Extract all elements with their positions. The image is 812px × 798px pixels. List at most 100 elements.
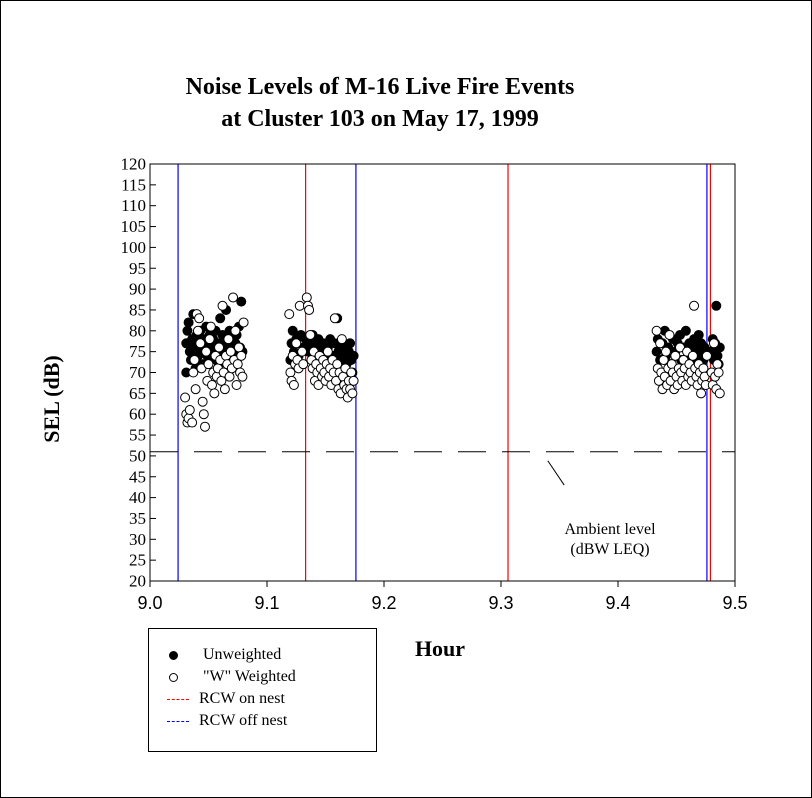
ambient-annotation-line-1: Ambient level [564,521,656,538]
point-unweighted-3 [183,317,194,328]
y-tick-label-110: 110 [121,196,146,215]
point-w-weighted-153 [713,367,724,378]
point-w-weighted-86 [329,313,340,324]
y-tick-label-30: 30 [129,530,146,549]
point-w-weighted-44 [232,359,243,370]
point-w-weighted-31 [217,300,228,311]
y-tick-label-80: 80 [129,321,146,340]
reference-lines [177,164,712,581]
point-unweighted-30 [215,313,226,324]
point-w-weighted-40 [228,292,239,303]
x-tick-label-9.5: 9.5 [722,593,747,613]
point-w-weighted-22 [207,380,218,391]
y-tick-label-50: 50 [129,446,146,465]
point-w-weighted-20 [204,334,215,345]
point-w-weighted-102 [348,375,359,386]
legend-label: RCW on nest [199,690,285,707]
point-w-weighted-103 [651,325,662,336]
point-unweighted-84 [651,346,662,357]
point-w-weighted-100 [346,367,357,378]
point-w-weighted-21 [205,321,216,332]
blue-dash-icon [167,720,189,722]
point-w-weighted-64 [304,304,315,315]
point-w-weighted-0 [180,392,191,403]
legend-label: "W" Weighted [203,668,296,685]
x-tick-label-9.2: 9.2 [371,593,396,613]
point-w-weighted-19 [203,359,214,370]
y-tick-label-105: 105 [121,217,147,236]
point-unweighted-116 [711,300,722,311]
point-w-weighted-62 [301,292,312,303]
y-tick-label-35: 35 [129,509,146,528]
point-w-weighted-109 [658,354,669,365]
point-w-weighted-152 [712,359,723,370]
y-tick-label-90: 90 [129,280,146,299]
point-w-weighted-135 [689,300,700,311]
point-w-weighted-4 [184,405,195,416]
point-w-weighted-80 [322,346,333,357]
y-axis-label: SEL (dB) [39,355,64,443]
point-w-weighted-146 [701,350,712,361]
x-tick-label-9.4: 9.4 [605,593,630,613]
legend-item-rcw-on-nest: RCW on nest [149,689,285,709]
point-w-weighted-141 [696,388,707,399]
y-tick-label-75: 75 [129,342,146,361]
ambient-annotation: Ambient level (dBW LEQ) [540,520,680,560]
point-w-weighted-143 [698,363,709,374]
x-tick-label-9.1: 9.1 [254,593,279,613]
legend-item-w-weighted: "W" Weighted [149,667,296,687]
y-tick-label-70: 70 [129,363,146,382]
ambient-annotation-line-2: (dBW LEQ) [570,541,650,558]
red-dash-icon [167,698,189,700]
y-tick-label-55: 55 [129,426,146,445]
point-w-weighted-30 [216,375,227,386]
point-w-weighted-17 [201,346,212,357]
point-w-weighted-88 [332,359,343,370]
point-w-weighted-65 [305,329,316,340]
point-unweighted-52 [287,325,298,336]
x-tick-label-9.3: 9.3 [488,593,513,613]
point-w-weighted-43 [231,380,242,391]
point-w-weighted-38 [225,346,236,357]
point-unweighted-105 [693,329,704,340]
point-w-weighted-10 [192,325,203,336]
chart-title-line-2: at Cluster 103 on May 17, 1999 [221,106,539,132]
point-w-weighted-60 [297,346,308,357]
point-w-weighted-15 [198,409,209,420]
point-w-weighted-24 [209,388,220,399]
point-w-weighted-45 [233,342,244,353]
point-w-weighted-114 [664,329,675,340]
point-w-weighted-106 [655,338,666,349]
point-w-weighted-61 [298,359,309,370]
point-w-weighted-119 [670,350,681,361]
point-unweighted-83 [348,350,359,361]
ambient-pointer [547,460,565,486]
chart-title-line-1: Noise Levels of M-16 Live Fire Events [185,74,575,100]
point-w-weighted-92 [336,334,347,345]
point-w-weighted-28 [214,342,225,353]
point-unweighted-117 [712,350,723,361]
y-tick-label-115: 115 [121,175,146,194]
point-w-weighted-49 [238,317,249,328]
point-w-weighted-48 [237,371,248,382]
point-w-weighted-54 [288,380,299,391]
y-tick-label-40: 40 [129,488,146,507]
y-tick-label-100: 100 [121,238,147,257]
point-w-weighted-16 [199,421,210,432]
y-tick-label-95: 95 [129,259,146,278]
point-unweighted-2 [182,325,193,336]
y-tick-label-20: 20 [129,572,146,591]
point-w-weighted-101 [347,388,358,399]
point-unweighted-80 [345,338,356,349]
point-w-weighted-6 [188,367,199,378]
legend-label: Unweighted [203,646,282,663]
point-unweighted-98 [680,325,691,336]
point-w-weighted-33 [219,384,230,395]
point-w-weighted-5 [187,417,198,428]
point-w-weighted-134 [687,350,698,361]
filled-circle-icon [168,650,178,660]
legend-item-unweighted: Unweighted [149,645,281,665]
legend-label: RCW off nest [199,712,288,729]
